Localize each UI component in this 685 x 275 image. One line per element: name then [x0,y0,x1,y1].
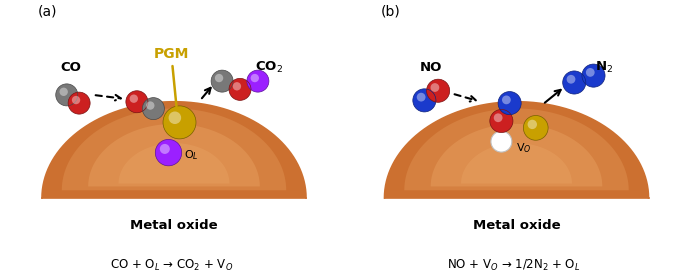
Text: (b): (b) [380,4,400,18]
Circle shape [247,70,269,92]
Circle shape [413,89,436,112]
Circle shape [55,84,78,106]
Circle shape [527,120,537,129]
Polygon shape [119,143,229,184]
Circle shape [60,88,68,96]
Circle shape [146,101,155,110]
Circle shape [495,135,502,143]
Circle shape [498,92,521,115]
Polygon shape [62,109,286,190]
Text: CO + O$_L$ → CO$_2$ + V$_O$: CO + O$_L$ → CO$_2$ + V$_O$ [110,258,233,273]
Circle shape [430,83,439,92]
Circle shape [582,64,605,87]
Circle shape [566,75,575,84]
Circle shape [586,68,595,77]
Text: Metal oxide: Metal oxide [130,219,218,232]
Circle shape [427,79,449,102]
Circle shape [169,111,181,124]
Circle shape [251,74,259,82]
Circle shape [215,74,223,82]
Circle shape [155,139,182,166]
Circle shape [126,91,148,113]
Circle shape [416,93,425,101]
Circle shape [491,131,512,152]
Text: PGM: PGM [153,46,189,106]
Circle shape [129,95,138,103]
Polygon shape [384,102,649,198]
Circle shape [211,70,233,92]
Circle shape [494,113,503,122]
Circle shape [72,96,80,104]
Text: (a): (a) [38,4,58,18]
Polygon shape [42,102,306,198]
Circle shape [229,78,251,100]
Text: CO$_2$: CO$_2$ [255,60,283,75]
Circle shape [142,98,164,120]
Polygon shape [88,124,260,186]
Polygon shape [404,109,629,190]
Text: O$_L$: O$_L$ [184,148,199,162]
Circle shape [562,71,586,94]
Text: NO + V$_O$ → 1/2N$_2$ + O$_L$: NO + V$_O$ → 1/2N$_2$ + O$_L$ [447,258,580,273]
Text: NO: NO [420,61,443,74]
Circle shape [163,106,196,139]
Circle shape [502,95,511,104]
Text: N$_2$: N$_2$ [595,60,614,75]
Text: CO: CO [60,61,82,74]
Circle shape [523,116,548,140]
Polygon shape [461,143,572,184]
Text: Metal oxide: Metal oxide [473,219,560,232]
Circle shape [233,82,241,90]
Polygon shape [431,124,602,186]
Circle shape [68,92,90,114]
Circle shape [160,144,170,154]
Text: V$_O$: V$_O$ [516,142,531,155]
Circle shape [490,109,513,133]
